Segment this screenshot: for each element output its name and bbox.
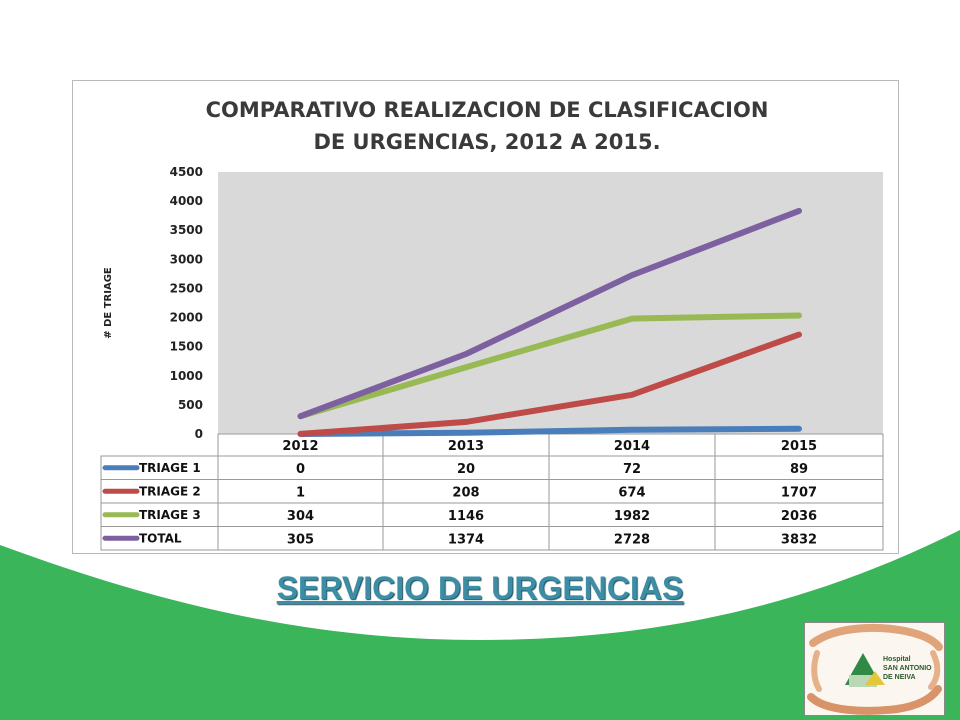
x-category-label: 2013	[448, 439, 484, 454]
footer-title: SERVICIO DE URGENCIAS	[276, 570, 684, 606]
table-cell-value: 1	[296, 485, 305, 500]
y-tick-label: 3500	[170, 223, 203, 237]
legend-label: TOTAL	[139, 531, 182, 545]
table-cell-value: 20	[457, 462, 475, 477]
table-cell-value: 1146	[448, 509, 484, 524]
table-cell-value: 305	[287, 532, 314, 547]
line-chart: COMPARATIVO REALIZACION DE CLASIFICACION…	[100, 98, 884, 551]
series-line	[297, 331, 802, 437]
chart-title-line-2: DE URGENCIAS, 2012 A 2015.	[313, 130, 660, 154]
table-cell-value: 0	[296, 462, 305, 477]
y-axis-label: # DE TRIAGE	[103, 267, 114, 339]
y-tick-label: 3000	[170, 252, 203, 266]
y-tick-label: 2000	[170, 311, 203, 325]
table-cell-value: 304	[287, 509, 314, 524]
y-axis-ticks: 0 500 1000 1500 2000 2500 3000 3500 4000 4500	[170, 165, 203, 441]
x-category-label: 2015	[781, 439, 817, 454]
y-tick-label: 4500	[170, 165, 203, 179]
table-cell-value: 3832	[781, 532, 817, 547]
legend-label: TRIAGE 3	[139, 508, 201, 522]
logo-text-1: Hospital	[883, 656, 911, 663]
data-table: 2012 2013 2014 2015 TRIAGE 1 0 20 72 89 TRIAGE 2 1…	[100, 433, 884, 551]
y-tick-label: 1000	[170, 369, 203, 383]
table-cell-value: 72	[623, 462, 641, 477]
table-cell-value: 2728	[614, 532, 650, 547]
series-line	[297, 207, 802, 420]
table-cell-value: 1374	[448, 532, 484, 547]
legend-label: TRIAGE 1	[139, 461, 201, 475]
y-tick-label: 2500	[170, 281, 203, 295]
series-line	[297, 425, 802, 437]
y-tick-label: 0	[195, 427, 203, 441]
x-category-label: 2014	[614, 439, 650, 454]
hospital-logo: Hospital SAN ANTONIO DE NEIVA	[804, 622, 945, 716]
y-tick-label: 4000	[170, 194, 203, 208]
table-cell-value: 1707	[781, 485, 817, 500]
table-cell-value: 89	[790, 462, 808, 477]
plot-area	[218, 172, 883, 434]
y-tick-label: 1500	[170, 340, 203, 354]
table-cell-value: 1982	[614, 509, 650, 524]
chart-frame: COMPARATIVO REALIZACION DE CLASIFICACION…	[72, 80, 899, 554]
logo-text-3: DE NEIVA	[883, 674, 916, 681]
table-cell-value: 674	[618, 485, 645, 500]
legend-label: TRIAGE 2	[139, 484, 201, 498]
x-category-label: 2012	[282, 439, 318, 454]
hands-and-house-logo-icon: Hospital SAN ANTONIO DE NEIVA	[805, 623, 944, 715]
table-cell-value: 208	[452, 485, 479, 500]
series-lines	[297, 207, 802, 437]
series-line	[297, 312, 802, 420]
y-tick-label: 500	[178, 398, 203, 412]
logo-text-2: SAN ANTONIO	[883, 665, 932, 672]
table-cell-value: 2036	[781, 509, 817, 524]
chart-title-line-1: COMPARATIVO REALIZACION DE CLASIFICACION	[206, 98, 769, 122]
